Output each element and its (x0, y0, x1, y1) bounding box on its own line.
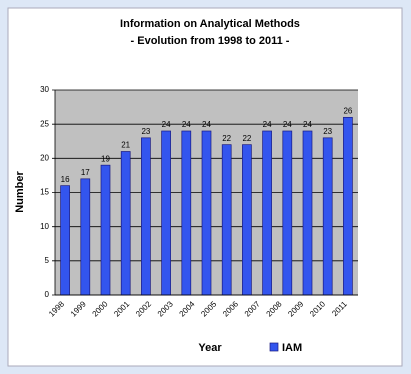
y-tick-label: 0 (45, 290, 50, 299)
bar (262, 130, 272, 296)
legend-swatch (269, 342, 279, 352)
data-label: 17 (81, 168, 90, 177)
y-axis-label: Number (14, 171, 26, 213)
y-tick-label: 30 (40, 85, 49, 94)
bar (60, 185, 70, 296)
data-label: 24 (162, 120, 171, 129)
bar (201, 130, 212, 296)
chart-subtitle: - Evolution from 1998 to 2011 - (131, 35, 290, 47)
data-label: 21 (121, 141, 130, 150)
data-label: 24 (283, 120, 292, 129)
y-tick-label: 25 (40, 119, 49, 128)
bar (161, 130, 171, 296)
bar (282, 130, 293, 296)
data-label: 24 (263, 120, 272, 129)
bar (242, 144, 252, 296)
y-tick-label: 20 (40, 153, 49, 162)
data-label: 24 (303, 120, 312, 129)
bar (181, 130, 192, 296)
bar (343, 116, 353, 296)
data-label: 23 (141, 127, 150, 136)
bar (120, 151, 131, 296)
legend-label: IAM (282, 342, 302, 354)
bar (100, 164, 111, 296)
bar (80, 178, 91, 296)
y-tick-label: 5 (45, 256, 50, 265)
x-axis-label: Year (198, 342, 222, 354)
bar (302, 130, 313, 296)
y-tick-label: 10 (40, 222, 49, 231)
data-label: 16 (61, 175, 70, 184)
data-label: 19 (101, 154, 110, 163)
bar (322, 137, 333, 296)
data-label: 24 (182, 120, 191, 129)
data-label: 24 (202, 120, 211, 129)
data-label: 22 (242, 134, 251, 143)
y-tick-label: 15 (40, 188, 49, 197)
bar (141, 137, 151, 296)
data-label: 23 (323, 127, 332, 136)
bar (221, 144, 232, 296)
data-label: 22 (222, 134, 231, 143)
chart-title: Information on Analytical Methods (120, 18, 300, 30)
data-label: 26 (343, 106, 352, 115)
